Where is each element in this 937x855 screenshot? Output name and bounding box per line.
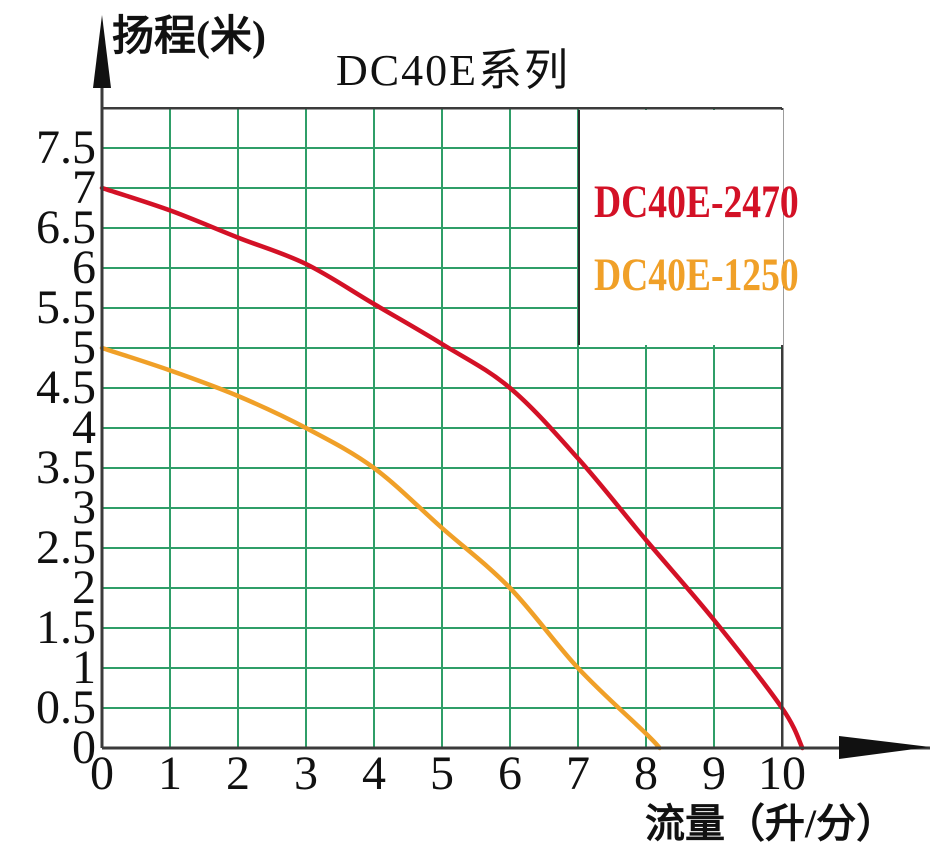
x-axis-arrow-icon bbox=[839, 736, 930, 759]
legend-label-dc40e-1250: DC40E-1250 bbox=[594, 249, 799, 301]
x-tick-label: 6 bbox=[498, 747, 522, 800]
curve-dc40e-2470 bbox=[99, 185, 805, 751]
legend-label-dc40e-2470: DC40E-2470 bbox=[594, 176, 799, 228]
x-tick-label: 10 bbox=[758, 747, 806, 800]
y-tick-label: 4 bbox=[72, 401, 96, 454]
x-tick-label: 2 bbox=[226, 747, 250, 800]
x-tick-label: 8 bbox=[634, 747, 658, 800]
y-tick-label: 5 bbox=[72, 321, 96, 374]
y-tick-label: 0.5 bbox=[36, 681, 96, 734]
y-tick-label: 4.5 bbox=[36, 361, 96, 414]
x-tick-label: 0 bbox=[90, 747, 114, 800]
y-tick-label: 6 bbox=[72, 241, 96, 294]
y-tick-label: 2.5 bbox=[36, 521, 96, 574]
y-tick-label: 1.5 bbox=[36, 601, 96, 654]
x-tick-label: 4 bbox=[362, 747, 386, 800]
legend-box: DC40E-2470 DC40E-1250 bbox=[578, 110, 799, 345]
x-tick-label: 3 bbox=[294, 747, 318, 800]
y-tick-label: 5.5 bbox=[36, 281, 96, 334]
y-tick-label: 3 bbox=[72, 481, 96, 534]
x-tick-label: 5 bbox=[430, 747, 454, 800]
y-tick-label: 1 bbox=[72, 641, 96, 694]
y-tick-label: 2 bbox=[72, 561, 96, 614]
y-tick-label: 0 bbox=[72, 721, 96, 774]
x-tick-label: 9 bbox=[702, 747, 726, 800]
y-tick-label: 7.5 bbox=[36, 121, 96, 174]
y-tick-label: 3.5 bbox=[36, 441, 96, 494]
chart-title: DC40E系列 bbox=[336, 46, 570, 95]
x-axis-title: 流量（升/分） bbox=[645, 801, 897, 846]
y-axis-title: 扬程(米) bbox=[112, 14, 266, 60]
y-axis-arrow-icon bbox=[93, 15, 111, 88]
y-tick-label: 7 bbox=[72, 161, 96, 214]
x-tick-label: 7 bbox=[566, 747, 590, 800]
curve-dc40e-1250 bbox=[99, 345, 662, 751]
curves bbox=[99, 185, 805, 751]
y-tick-label: 6.5 bbox=[36, 201, 96, 254]
x-tick-label: 1 bbox=[158, 747, 182, 800]
